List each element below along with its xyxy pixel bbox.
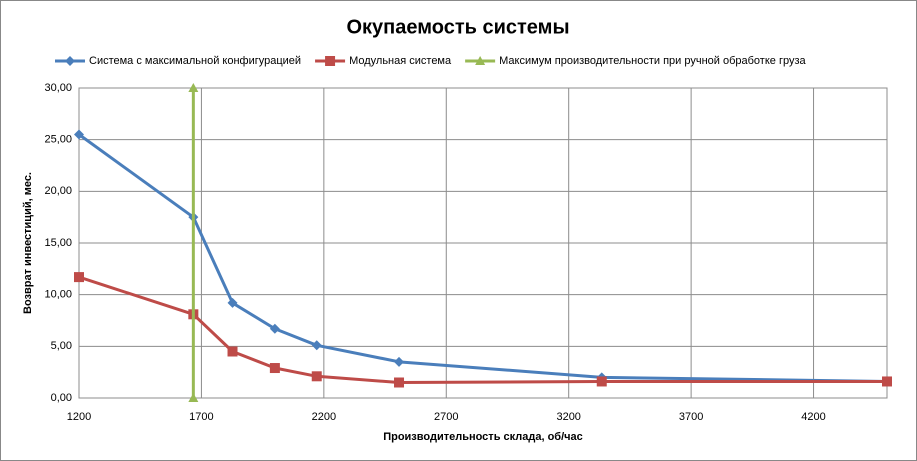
- y-tick-label: 15,00: [44, 237, 72, 249]
- legend-marker: [325, 56, 336, 66]
- legend-label: Модульная система: [349, 55, 452, 67]
- series-line: [78, 133, 888, 383]
- legend-marker: [65, 56, 75, 66]
- x-tick-label: 3200: [556, 411, 580, 423]
- y-tick-label: 20,00: [44, 185, 72, 197]
- y-axis-label: Возврат инвестиций, мес.: [22, 172, 34, 314]
- chart-title: Окупаемость системы: [346, 16, 569, 38]
- point: [596, 376, 607, 387]
- y-tick-label: 0,00: [51, 392, 72, 404]
- y-tick-label: 10,00: [44, 289, 72, 301]
- legend-label: Максимум производительности при ручной о…: [499, 55, 806, 67]
- point: [394, 356, 405, 367]
- y-tick-label: 5,00: [51, 340, 72, 352]
- point: [188, 393, 199, 402]
- y-tick-label: 25,00: [44, 134, 72, 146]
- x-tick-label: 2700: [434, 411, 458, 423]
- point: [227, 346, 238, 357]
- x-axis-label: Производительность склада, об/час: [383, 431, 583, 443]
- x-tick-label: 3700: [679, 411, 703, 423]
- point: [882, 376, 892, 387]
- point: [311, 371, 322, 382]
- y-tick-label: 30,00: [44, 82, 72, 94]
- series-line: [78, 275, 887, 384]
- legend-marker: [475, 56, 486, 65]
- legend-label: Система с максимальной конфигурацией: [89, 55, 301, 67]
- point: [269, 363, 280, 374]
- point: [74, 272, 84, 283]
- x-tick-label: 2200: [312, 411, 336, 423]
- x-tick-label: 1700: [189, 411, 213, 423]
- point: [227, 297, 238, 308]
- point: [311, 340, 322, 351]
- x-tick-label: 4200: [801, 411, 825, 423]
- point: [394, 377, 405, 388]
- point: [74, 129, 84, 140]
- point: [188, 83, 199, 92]
- x-tick-label: 1200: [67, 411, 91, 423]
- point: [269, 323, 280, 334]
